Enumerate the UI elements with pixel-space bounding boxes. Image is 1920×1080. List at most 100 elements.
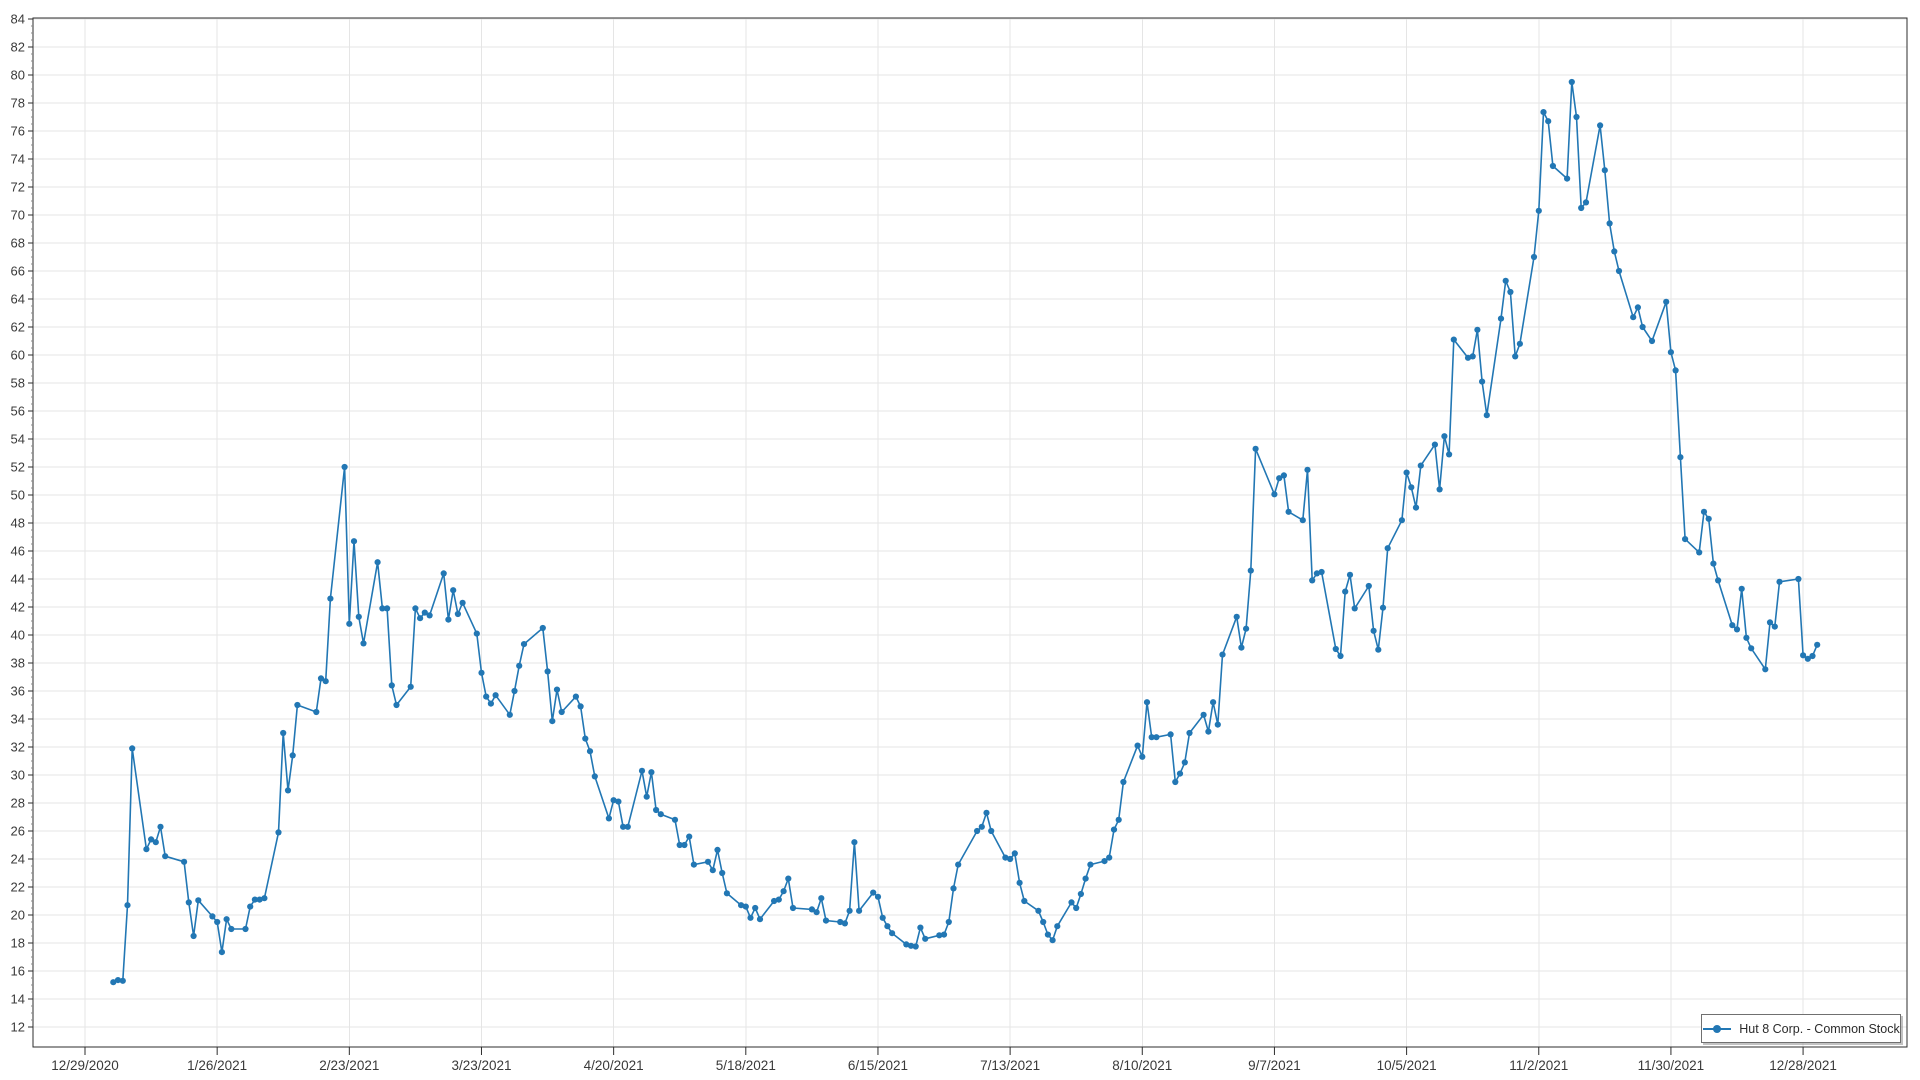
data-point[interactable] — [1417, 462, 1424, 469]
data-point[interactable] — [1663, 298, 1670, 305]
data-point[interactable] — [1771, 623, 1778, 630]
data-point[interactable] — [1021, 897, 1028, 905]
data-point[interactable] — [856, 907, 863, 914]
data-point[interactable] — [516, 662, 523, 669]
data-point[interactable] — [1766, 619, 1774, 626]
data-point[interactable] — [681, 841, 688, 849]
data-point[interactable] — [1007, 855, 1014, 863]
data-point[interactable] — [289, 752, 296, 759]
data-point[interactable] — [1087, 861, 1094, 868]
data-point[interactable] — [148, 836, 155, 843]
data-point[interactable] — [1219, 651, 1226, 658]
data-point[interactable] — [1743, 634, 1750, 641]
data-point[interactable] — [1696, 549, 1703, 556]
data-point[interactable] — [874, 893, 882, 900]
data-point[interactable] — [346, 620, 353, 627]
data-point[interactable] — [185, 899, 192, 906]
data-point[interactable] — [1530, 253, 1538, 261]
data-point[interactable] — [936, 932, 943, 939]
data-point[interactable] — [638, 767, 646, 774]
data-point[interactable] — [1148, 734, 1155, 741]
data-point[interactable] — [785, 875, 792, 882]
data-point[interactable] — [709, 867, 716, 874]
data-point[interactable] — [1464, 354, 1472, 361]
data-point[interactable] — [1479, 378, 1486, 385]
data-point[interactable] — [884, 923, 891, 930]
data-point[interactable] — [1446, 451, 1453, 458]
data-point[interactable] — [1054, 923, 1061, 930]
data-point[interactable] — [478, 669, 485, 676]
data-point[interactable] — [620, 823, 627, 830]
data-point[interactable] — [1474, 326, 1481, 333]
data-point[interactable] — [454, 610, 461, 618]
data-point[interactable] — [780, 888, 787, 895]
data-point[interactable] — [119, 977, 126, 984]
data-point[interactable] — [756, 916, 764, 923]
data-point[interactable] — [1748, 645, 1755, 652]
data-point[interactable] — [459, 599, 466, 606]
data-point[interactable] — [723, 890, 731, 897]
data-point[interactable] — [327, 595, 334, 602]
data-point[interactable] — [549, 718, 556, 725]
data-point[interactable] — [1040, 918, 1047, 926]
data-point[interactable] — [1582, 199, 1590, 206]
data-point[interactable] — [1804, 655, 1811, 662]
data-point[interactable] — [1049, 937, 1056, 944]
data-point[interactable] — [653, 806, 660, 814]
data-point[interactable] — [1068, 899, 1075, 906]
data-point[interactable] — [1210, 699, 1217, 706]
data-point[interactable] — [450, 587, 457, 594]
data-point[interactable] — [775, 896, 782, 903]
data-point[interactable] — [407, 683, 414, 690]
data-point[interactable] — [1762, 666, 1769, 673]
data-point[interactable] — [1313, 570, 1320, 577]
data-point[interactable] — [440, 570, 447, 577]
data-point[interactable] — [1285, 508, 1292, 515]
data-point[interactable] — [1351, 605, 1358, 612]
data-point[interactable] — [1115, 816, 1122, 823]
data-point[interactable] — [1705, 515, 1712, 522]
data-point[interactable] — [256, 896, 263, 903]
data-point[interactable] — [124, 902, 131, 909]
data-point[interactable] — [940, 931, 948, 938]
data-point[interactable] — [379, 605, 386, 612]
data-point[interactable] — [1342, 588, 1349, 595]
data-point[interactable] — [586, 748, 594, 755]
data-point[interactable] — [912, 943, 919, 950]
data-point[interactable] — [1299, 517, 1306, 524]
data-point[interactable] — [558, 708, 565, 716]
data-point[interactable] — [1318, 568, 1325, 576]
data-point[interactable] — [582, 735, 589, 742]
data-point[interactable] — [1276, 475, 1283, 482]
data-point[interactable] — [223, 916, 230, 923]
data-point[interactable] — [360, 640, 367, 647]
data-point[interactable] — [251, 896, 258, 903]
data-point[interactable] — [1077, 890, 1084, 898]
data-point[interactable] — [417, 615, 424, 622]
data-point[interactable] — [1247, 567, 1254, 574]
data-point[interactable] — [1110, 826, 1118, 833]
data-point[interactable] — [1800, 652, 1807, 659]
data-point[interactable] — [808, 906, 816, 913]
data-point[interactable] — [945, 918, 952, 926]
data-point[interactable] — [922, 935, 929, 942]
data-point[interactable] — [1398, 517, 1405, 524]
data-point[interactable] — [1153, 734, 1160, 741]
data-point[interactable] — [322, 678, 329, 685]
data-point[interactable] — [1200, 711, 1207, 718]
data-point[interactable] — [426, 612, 433, 619]
data-point[interactable] — [247, 903, 254, 910]
data-point[interactable] — [1082, 875, 1089, 882]
data-point[interactable] — [1379, 604, 1387, 611]
data-point[interactable] — [1181, 759, 1188, 766]
data-point[interactable] — [1540, 109, 1547, 116]
data-point[interactable] — [738, 902, 745, 909]
data-point[interactable] — [1375, 646, 1382, 653]
data-point[interactable] — [813, 909, 820, 916]
data-point[interactable] — [1568, 78, 1575, 86]
data-point[interactable] — [242, 925, 249, 933]
data-point[interactable] — [577, 703, 584, 710]
data-point[interactable] — [1814, 641, 1821, 648]
data-point[interactable] — [1332, 645, 1339, 653]
data-point[interactable] — [822, 917, 830, 924]
